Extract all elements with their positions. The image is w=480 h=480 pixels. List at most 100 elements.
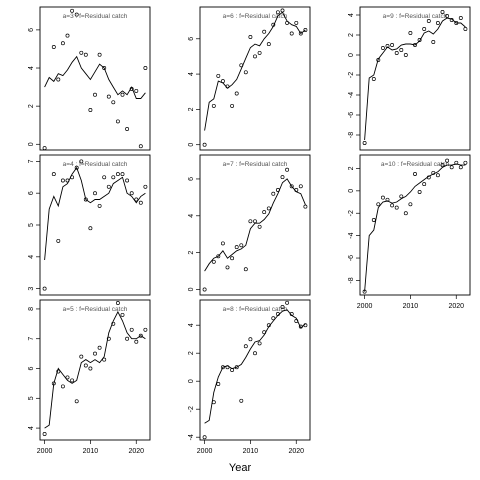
data-point — [70, 8, 75, 13]
data-point — [211, 103, 216, 108]
data-point — [285, 167, 290, 172]
data-point — [74, 12, 79, 17]
y-tick-label: -2 — [348, 72, 355, 78]
data-point — [51, 45, 56, 49]
data-point — [115, 172, 120, 177]
y-tick-label: 6 — [28, 191, 35, 195]
panel-title: a=5 : f=Residual catch — [63, 306, 128, 313]
panel-title: a=3 : f=Residual catch — [63, 13, 128, 20]
data-point — [106, 184, 111, 189]
fit-line — [44, 55, 146, 99]
y-tick-label: 8 — [28, 307, 35, 311]
x-tick-label: 2000 — [357, 303, 373, 310]
y-tick-label: -6 — [348, 255, 355, 261]
data-point — [239, 243, 244, 248]
data-point — [106, 336, 111, 341]
panel-title: a=10 : f=Residual catch — [381, 161, 450, 168]
data-point — [216, 73, 221, 78]
data-point — [422, 27, 427, 31]
data-point — [88, 226, 93, 231]
data-point — [390, 203, 395, 208]
data-point — [115, 301, 120, 305]
data-point — [449, 165, 454, 170]
data-point — [106, 94, 111, 99]
data-point — [225, 365, 230, 370]
data-point — [454, 21, 459, 25]
data-point — [88, 366, 93, 371]
data-point — [79, 354, 84, 359]
data-point — [42, 146, 47, 151]
data-point — [399, 48, 404, 52]
y-tick-label: 4 — [348, 13, 355, 17]
data-point — [285, 300, 290, 305]
data-point — [234, 365, 239, 370]
x-tick-label: 2000 — [37, 448, 53, 455]
data-point — [417, 38, 422, 42]
data-point — [426, 175, 431, 180]
y-tick-label: 6 — [28, 366, 35, 370]
panel-title: a=8 : f=Residual catch — [223, 306, 288, 313]
data-point — [280, 8, 285, 13]
data-point — [294, 319, 299, 323]
y-tick-label: 2 — [188, 251, 195, 255]
data-point — [97, 345, 102, 350]
y-tick-label: 6 — [188, 37, 195, 41]
fit-line — [44, 166, 146, 261]
data-point — [65, 178, 70, 183]
data-point — [298, 184, 303, 189]
fit-line — [364, 163, 466, 292]
data-point — [93, 351, 97, 356]
y-tick-label: -2 — [348, 210, 355, 216]
data-point — [83, 52, 88, 57]
data-point — [234, 245, 239, 250]
data-point — [202, 142, 207, 147]
data-point — [79, 50, 84, 55]
data-point — [129, 327, 134, 332]
y-tick-label: 5 — [28, 223, 35, 227]
data-point — [257, 50, 262, 55]
data-point — [111, 100, 116, 105]
data-point — [413, 43, 417, 47]
data-point — [371, 77, 376, 81]
data-point — [271, 316, 276, 321]
data-point — [125, 336, 130, 341]
data-point — [463, 27, 468, 31]
data-point — [111, 321, 116, 326]
data-point — [449, 18, 454, 22]
y-tick-label: 4 — [188, 72, 195, 76]
data-point — [56, 369, 61, 374]
data-point — [431, 40, 436, 44]
y-tick-label: -4 — [348, 232, 355, 238]
data-point — [138, 333, 143, 338]
y-tick-label: 2 — [28, 104, 35, 108]
data-point — [385, 197, 390, 202]
y-tick-label: 4 — [28, 426, 35, 430]
data-point — [243, 267, 248, 272]
x-tick-label: 2010 — [83, 448, 99, 455]
x-tick-label: 2020 — [288, 448, 304, 455]
panel-4: a=4 : f=Residual catch 3 4 5 6 7 — [28, 154, 151, 296]
data-point — [60, 178, 65, 183]
y-tick-label: 0 — [348, 53, 355, 57]
fit-line — [204, 11, 306, 131]
data-point — [262, 330, 267, 335]
data-point — [70, 175, 75, 180]
y-tick-label: 0 — [188, 287, 195, 291]
data-point — [440, 10, 445, 14]
data-point — [408, 202, 413, 207]
x-axis-title: Year — [229, 462, 252, 474]
data-point — [303, 323, 308, 328]
data-point — [380, 46, 385, 50]
data-point — [266, 323, 271, 328]
y-tick-label: 2 — [348, 33, 355, 37]
data-point — [289, 31, 294, 36]
data-point — [440, 163, 445, 168]
data-point — [125, 178, 130, 183]
data-point — [220, 241, 225, 246]
y-tick-label: 0 — [188, 379, 195, 383]
data-point — [134, 88, 139, 93]
data-point — [83, 363, 88, 368]
data-point — [285, 20, 290, 25]
data-point — [138, 200, 143, 205]
